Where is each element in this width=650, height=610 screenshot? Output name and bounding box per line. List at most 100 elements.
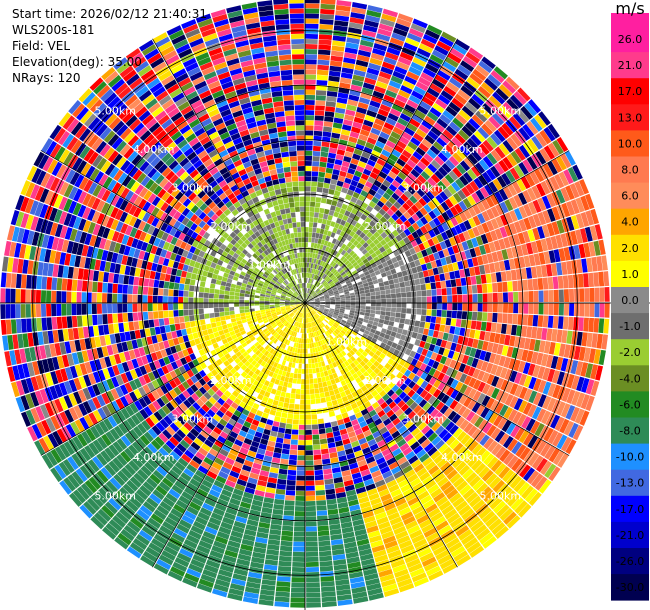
velocity-gate [455, 318, 462, 327]
velocity-gate [560, 233, 569, 248]
velocity-gate [337, 175, 346, 182]
velocity-gate [411, 113, 424, 124]
velocity-gate [419, 207, 428, 216]
velocity-gate [390, 75, 404, 85]
velocity-gate [392, 126, 404, 136]
velocity-gate [292, 419, 299, 425]
velocity-gate [444, 272, 451, 281]
velocity-gate [541, 195, 552, 210]
velocity-gate [320, 279, 326, 285]
velocity-gate [307, 257, 310, 263]
velocity-gate [322, 381, 328, 388]
velocity-gate [365, 326, 372, 332]
velocity-gate [315, 233, 320, 239]
velocity-gate [286, 480, 296, 486]
velocity-gate [393, 98, 406, 108]
velocity-gate [318, 545, 332, 552]
velocity-gate [291, 434, 299, 440]
velocity-gate [499, 367, 508, 379]
velocity-gate [451, 137, 463, 148]
velocity-gate [416, 251, 424, 259]
velocity-gate [527, 435, 539, 449]
velocity-gate [406, 291, 412, 298]
velocity-gate [411, 90, 424, 101]
velocity-gate [319, 244, 324, 250]
velocity-gate [461, 311, 468, 320]
velocity-gate [312, 227, 317, 233]
velocity-gate [370, 52, 385, 61]
velocity-gate [350, 297, 356, 301]
velocity-gate [365, 72, 378, 81]
velocity-gate [298, 358, 303, 364]
velocity-gate [400, 313, 406, 319]
velocity-gate [453, 192, 463, 203]
velocity-gate [385, 270, 392, 276]
velocity-gate [533, 290, 539, 303]
velocity-gate [528, 291, 534, 303]
velocity-gate [462, 303, 468, 311]
velocity-gate [400, 193, 409, 202]
velocity-gate [482, 156, 494, 168]
velocity-gate [312, 293, 318, 297]
velocity-gate [294, 511, 305, 517]
velocity-gate [374, 118, 385, 127]
velocity-gate [566, 389, 576, 404]
velocity-gate [569, 303, 575, 317]
velocity-gate [362, 333, 369, 339]
velocity-gate [359, 290, 365, 295]
velocity-gate [365, 306, 371, 310]
velocity-gate [401, 329, 408, 336]
velocity-gate [520, 176, 531, 190]
velocity-gate [478, 159, 490, 171]
velocity-gate [372, 122, 383, 131]
velocity-gate [366, 265, 373, 271]
velocity-gate [530, 241, 539, 254]
velocity-gate [364, 163, 374, 172]
velocity-gate [434, 170, 445, 181]
velocity-gate [315, 304, 320, 306]
velocity-gate [442, 248, 450, 257]
velocity-gate [317, 176, 325, 183]
velocity-gate [334, 307, 340, 311]
velocity-gate [391, 213, 399, 222]
velocity-gate [307, 272, 310, 278]
velocity-gate [431, 303, 437, 310]
velocity-gate [299, 348, 303, 354]
velocity-gate [389, 37, 405, 47]
velocity-gate [396, 140, 407, 150]
velocity-gate [542, 163, 554, 178]
velocity-gate [370, 127, 381, 136]
velocity-gate [332, 383, 338, 390]
velocity-gate [427, 200, 436, 210]
velocity-gate [547, 160, 558, 176]
velocity-gate [537, 315, 544, 327]
velocity-gate [336, 259, 343, 266]
velocity-gate [230, 314, 236, 319]
velocity-gate [484, 119, 497, 133]
velocity-gate [352, 330, 358, 336]
velocity-gate [573, 345, 581, 360]
velocity-gate [416, 303, 422, 309]
velocity-gate [353, 69, 366, 77]
velocity-gate [336, 228, 342, 235]
velocity-gate [333, 270, 339, 276]
velocity-gate [447, 333, 454, 342]
velocity-gate [478, 143, 490, 156]
velocity-gate [327, 214, 333, 221]
velocity-gate [403, 369, 412, 378]
velocity-gate [444, 325, 451, 334]
velocity-gate [318, 382, 323, 389]
velocity-gate [378, 171, 388, 180]
velocity-gate [453, 234, 462, 245]
velocity-gate [407, 186, 416, 195]
velocity-gate [327, 157, 336, 164]
velocity-gate [561, 202, 571, 218]
velocity-gate [486, 220, 495, 232]
velocity-gate [506, 153, 518, 167]
velocity-gate [318, 428, 326, 435]
velocity-gate [558, 248, 566, 262]
velocity-gate [295, 485, 305, 491]
velocity-gate [310, 284, 314, 290]
velocity-gate [533, 339, 541, 352]
velocity-gate [343, 245, 350, 252]
